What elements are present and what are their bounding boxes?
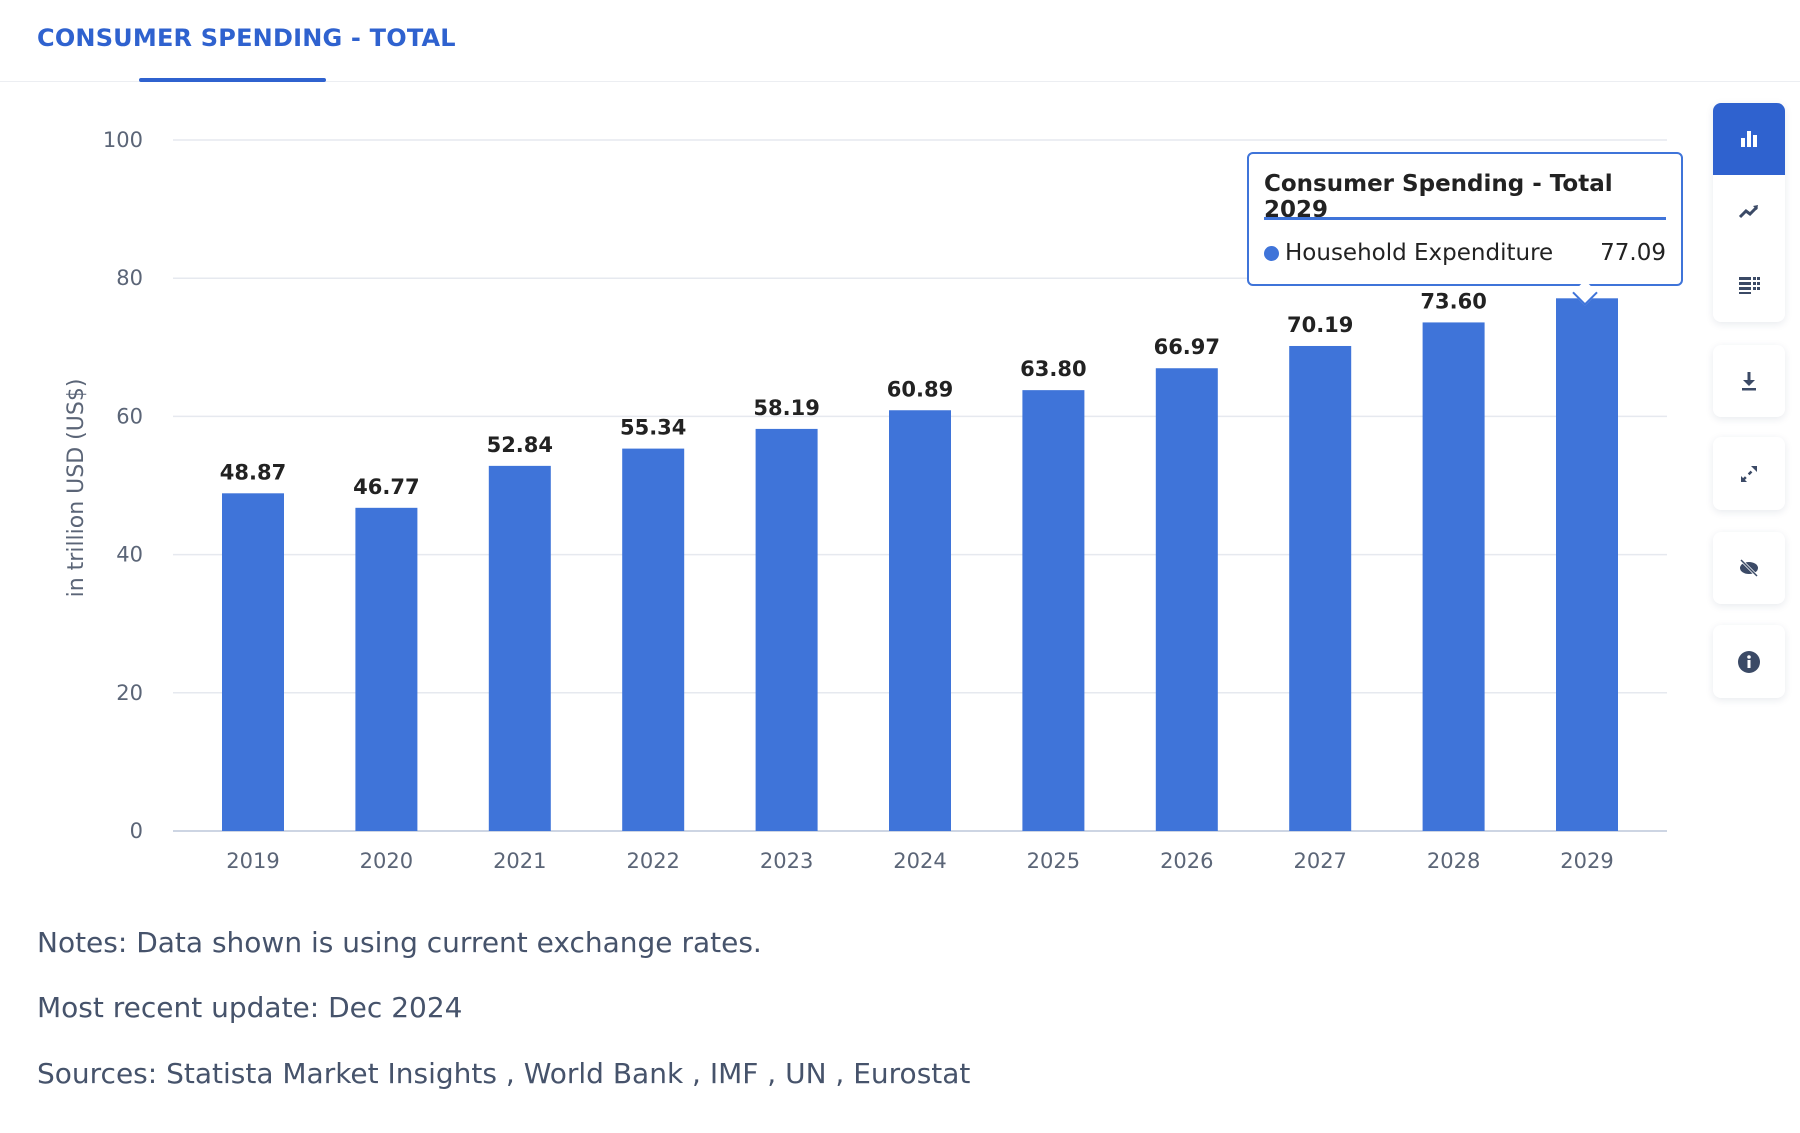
data-label: 55.34 (620, 416, 686, 440)
data-label: 46.77 (353, 475, 419, 499)
update-text: Most recent update: Dec 2024 (37, 991, 463, 1024)
chart-type-group (1713, 103, 1785, 322)
series-dot-icon (1264, 245, 1279, 261)
data-label: 66.97 (1154, 335, 1220, 359)
x-tick-label: 2021 (493, 849, 546, 873)
download-button[interactable] (1713, 345, 1785, 417)
chart-tooltip: Consumer Spending - Total 2029 Household… (1247, 152, 1683, 286)
y-tick-label: 80 (116, 266, 143, 290)
bar-chart-icon (1741, 131, 1757, 147)
x-tick-label: 2029 (1560, 849, 1613, 873)
sources-text: Sources: Statista Market Insights , Worl… (37, 1057, 971, 1090)
x-tick-label: 2028 (1427, 849, 1480, 873)
info-icon (1738, 650, 1760, 673)
expand-icon (1741, 465, 1757, 482)
y-axis-label: in trillion USD (US$) (64, 379, 89, 598)
data-label: 70.19 (1287, 313, 1353, 337)
x-tick-label: 2020 (360, 849, 413, 873)
y-tick-label: 100 (103, 128, 143, 152)
tab-consumer-spending-total[interactable]: CONSUMER SPENDING - TOTAL (37, 24, 456, 52)
data-label: 52.84 (487, 433, 553, 457)
tooltip-series: Household Expenditure (1285, 240, 1554, 266)
bar-2029 (1556, 298, 1618, 831)
tooltip-row: Household Expenditure 77.09 (1264, 240, 1666, 266)
bar-2027 (1289, 345, 1352, 831)
line-chart-button[interactable] (1713, 175, 1785, 248)
bar-2026 (1155, 368, 1218, 831)
x-tick-label: 2027 (1293, 849, 1346, 873)
info-button[interactable] (1713, 625, 1785, 698)
tab-active-indicator (139, 78, 326, 82)
x-tick-label: 2019 (226, 849, 279, 873)
fullscreen-button[interactable] (1713, 437, 1785, 510)
data-label: 48.87 (220, 460, 286, 484)
bar-chart-button[interactable] (1713, 103, 1785, 175)
x-tick-label: 2022 (626, 849, 679, 873)
table-icon (1739, 276, 1760, 294)
tooltip-title: Consumer Spending - Total 2029 (1264, 171, 1613, 223)
x-tick-label: 2025 (1027, 849, 1080, 873)
eye-slash-icon (1739, 558, 1759, 578)
data-label: 58.19 (753, 396, 819, 420)
bar-2028 (1422, 322, 1485, 831)
header: CONSUMER SPENDING - TOTAL (0, 0, 1800, 82)
bar-2023 (755, 428, 818, 831)
bar-2020 (355, 507, 418, 831)
bar-2021 (488, 465, 551, 831)
x-tick-label: 2024 (893, 849, 946, 873)
data-label: 63.80 (1020, 357, 1086, 381)
bar-2024 (889, 410, 951, 831)
bar-2019 (222, 493, 284, 831)
bar-2025 (1022, 390, 1085, 831)
data-label: 73.60 (1420, 289, 1486, 313)
notes-text: Notes: Data shown is using current excha… (37, 926, 762, 959)
y-tick-label: 40 (116, 543, 143, 567)
bar-2022 (622, 448, 685, 831)
hide-button[interactable] (1713, 532, 1785, 604)
download-icon (1742, 372, 1756, 391)
line-chart-icon (1738, 204, 1759, 218)
bar-chart: 0 20 40 60 80 100 in trillion USD (US$) 48.87 20… (64, 128, 1667, 873)
y-tick-label: 20 (116, 681, 143, 705)
y-tick-label: 0 (130, 819, 143, 843)
tooltip-value: 77.09 (1600, 240, 1666, 266)
x-tick-label: 2023 (760, 849, 813, 873)
y-tick-label: 60 (116, 404, 143, 428)
x-tick-label: 2026 (1160, 849, 1213, 873)
data-label: 60.89 (887, 377, 953, 401)
tooltip-divider (1264, 217, 1666, 220)
table-button[interactable] (1713, 248, 1785, 321)
